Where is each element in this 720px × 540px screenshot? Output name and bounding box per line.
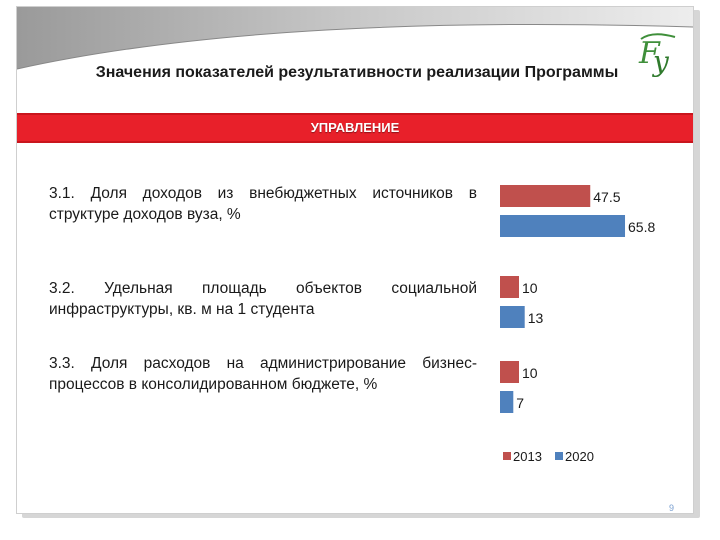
data-label-2013-3-3: 10 [522,365,538,381]
university-monogram-logo: F y [638,33,676,77]
page-title: Значения показателей результативности ре… [95,64,619,81]
bar-2020-3-1 [500,215,626,237]
bar-2013-3-3 [500,361,519,383]
data-label-2013-3-1: 47.5 [593,189,620,205]
data-label-2020-3-2: 13 [528,310,544,326]
indicator-label-3-1: 3.1. Доля доходов из внебюджетных источн… [49,185,477,223]
legend-swatch-2020 [555,452,563,460]
svg-text:y: y [651,45,670,77]
slide: Значения показателей результативности ре… [16,6,694,514]
header-swoosh [17,7,693,70]
legend-label-2013: 2013 [513,449,542,464]
data-label-2020-3-3: 7 [516,395,524,411]
bar-2013-3-2 [500,276,519,298]
legend-label-2020: 2020 [565,449,594,464]
legend-swatch-2013 [503,452,511,460]
bar-2020-3-3 [500,391,514,413]
indicator-label-3-2: 3.2. Удельная площадь объектов социально… [49,280,477,318]
indicator-label-3-3: 3.3. Доля расходов на администрирование … [49,355,477,393]
bar-2020-3-2 [500,306,525,328]
data-label-2013-3-2: 10 [522,280,538,296]
page-number: 9 [669,503,675,513]
section-banner: УПРАВЛЕНИЕ [17,113,693,143]
data-label-2020-3-1: 65.8 [628,219,655,235]
bar-2013-3-1 [500,185,591,207]
svg-text:F: F [638,36,661,71]
